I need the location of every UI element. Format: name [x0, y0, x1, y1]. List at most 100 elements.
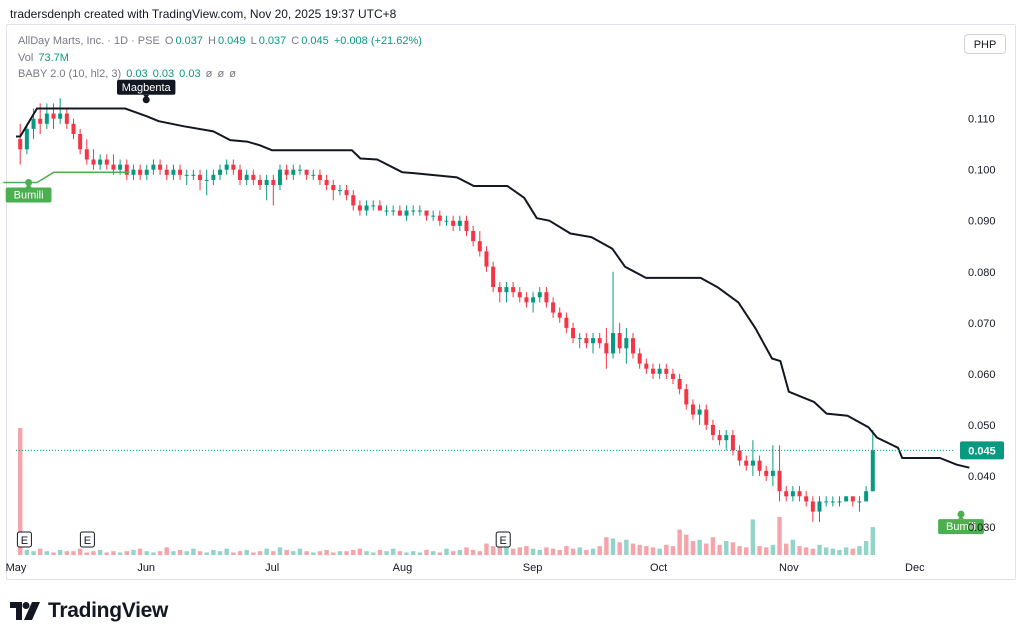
candle-body	[244, 174, 249, 180]
volume-bar	[157, 551, 163, 555]
volume-bar	[664, 544, 669, 555]
time-tick-label: Jul	[265, 562, 279, 574]
volume-bar	[510, 548, 516, 555]
candle-body	[18, 139, 23, 150]
symbol-legend[interactable]: AllDay Marts, Inc. · 1D · PSE O 0.037 H 0.…	[18, 35, 424, 47]
volume-bar	[237, 551, 243, 555]
symbol-name[interactable]: AllDay Marts, Inc. · 1D · PSE	[18, 35, 160, 47]
candle-body	[31, 118, 36, 129]
open-value: 0.037	[175, 35, 203, 47]
candle-body	[84, 149, 89, 160]
tradingview-logo[interactable]: TradingView	[10, 598, 168, 624]
volume-bar	[697, 539, 702, 555]
earnings-marker	[16, 531, 32, 548]
candle-body	[764, 470, 769, 476]
volume-bars	[18, 428, 875, 555]
candle-body	[457, 220, 462, 226]
candle-body	[284, 169, 289, 175]
candle-body	[404, 210, 409, 216]
candle-body	[670, 373, 675, 379]
volume-bar	[137, 548, 143, 555]
candle-body	[184, 174, 189, 176]
time-tick-label: Dec	[905, 562, 925, 574]
time-axis[interactable]: May Jun Jul Aug Sep Oct Nov Dec	[6, 562, 925, 574]
high-label: H	[208, 35, 216, 47]
volume-bar	[617, 542, 622, 555]
candle-body	[144, 169, 149, 175]
candle-body	[477, 241, 482, 252]
volume-bar	[18, 428, 23, 555]
volume-bar	[324, 549, 329, 555]
candle-body	[411, 210, 416, 212]
volume-bar	[857, 546, 862, 555]
volume-bar	[371, 552, 376, 555]
signal-dot	[957, 510, 965, 518]
volume-bar	[231, 552, 236, 555]
volume-bar	[257, 551, 263, 555]
indicator-legend[interactable]: BABY 2.0 (10, hl2, 3) 0.03 0.03 0.03 ø ø…	[18, 68, 238, 80]
volume-bar	[837, 549, 842, 555]
volume-bar	[77, 548, 83, 555]
candle-body	[770, 470, 775, 476]
volume-bar	[457, 549, 463, 555]
candle-body	[704, 409, 709, 425]
candle-body	[471, 230, 476, 242]
volume-bar	[797, 546, 802, 555]
volume-bar	[204, 552, 209, 555]
candle-body	[317, 174, 322, 180]
volume-bar	[251, 552, 256, 555]
tradingview-logo-icon	[10, 602, 40, 620]
volume-legend[interactable]: Vol 73.7M	[18, 52, 71, 64]
time-tick-label: Aug	[393, 562, 413, 574]
candle-body	[824, 501, 829, 503]
price-tick-label: 0.030	[968, 522, 996, 534]
signal-label: Bumili	[946, 521, 976, 533]
price-axis[interactable]: 0.030 0.040 0.050 0.060 0.070 0.080 0.090 0.100…	[960, 114, 1004, 534]
indicator-na-2: ø	[217, 68, 225, 80]
volume-bar	[304, 551, 309, 555]
candle-body	[198, 174, 203, 180]
candle-body	[71, 123, 76, 134]
close-value: 0.045	[301, 35, 329, 47]
volume-bar	[637, 544, 642, 555]
volume-bar	[184, 551, 189, 555]
candle-body	[231, 164, 236, 170]
candle-body	[784, 491, 789, 497]
volume-bar	[124, 551, 129, 555]
earnings-marker-label: E	[500, 535, 507, 547]
volume-bar	[211, 549, 216, 555]
candle-body	[158, 164, 163, 170]
volume-bar	[684, 534, 689, 555]
candle-body	[810, 501, 815, 512]
chart-frame[interactable]	[6, 24, 1016, 580]
indicator-value-1: 0.03	[126, 68, 148, 80]
last-price-label: 0.045	[968, 445, 996, 457]
volume-bar	[504, 544, 509, 555]
candle-body	[864, 491, 869, 502]
volume-bar	[530, 548, 536, 555]
candle-body	[591, 338, 596, 344]
candle-body	[64, 113, 69, 124]
candle-body	[857, 501, 862, 503]
candle-body	[257, 179, 262, 186]
candle-body	[697, 409, 702, 415]
candle-body	[291, 169, 296, 175]
candle-body	[710, 424, 715, 436]
candle-body	[124, 164, 129, 175]
price-tick-label: 0.090	[968, 216, 996, 228]
volume-bar	[550, 548, 556, 555]
volume-bar	[490, 546, 496, 555]
candle-body	[544, 292, 549, 303]
candle-body	[271, 179, 276, 186]
currency-button[interactable]: PHP	[964, 34, 1006, 54]
candle-body	[151, 164, 156, 170]
candle-body	[850, 496, 855, 502]
volume-bar	[117, 552, 123, 555]
volume-bar	[344, 551, 349, 555]
candles	[18, 98, 875, 522]
candle-body	[597, 338, 602, 344]
creator-caption: tradersdenph created with TradingView.co…	[10, 7, 397, 21]
candle-body	[451, 220, 456, 226]
